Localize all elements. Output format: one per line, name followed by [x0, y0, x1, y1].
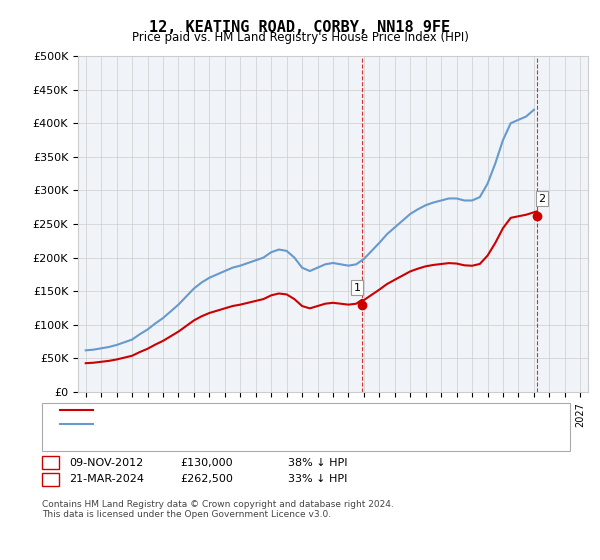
Text: 33% ↓ HPI: 33% ↓ HPI [288, 474, 347, 484]
Text: £130,000: £130,000 [180, 458, 233, 468]
Text: 09-NOV-2012: 09-NOV-2012 [69, 458, 143, 468]
Text: 1: 1 [353, 283, 361, 292]
Text: 38% ↓ HPI: 38% ↓ HPI [288, 458, 347, 468]
Text: Price paid vs. HM Land Registry's House Price Index (HPI): Price paid vs. HM Land Registry's House … [131, 31, 469, 44]
Text: 1: 1 [47, 458, 54, 468]
Text: £262,500: £262,500 [180, 474, 233, 484]
Text: 2: 2 [47, 474, 54, 484]
Text: 12, KEATING ROAD, CORBY, NN18 9FE (detached house): 12, KEATING ROAD, CORBY, NN18 9FE (detac… [96, 405, 389, 416]
Text: 12, KEATING ROAD, CORBY, NN18 9FE: 12, KEATING ROAD, CORBY, NN18 9FE [149, 20, 451, 35]
Text: 21-MAR-2024: 21-MAR-2024 [69, 474, 144, 484]
Text: HPI: Average price, detached house, North Northamptonshire: HPI: Average price, detached house, Nort… [96, 419, 416, 430]
Text: 2: 2 [538, 194, 545, 203]
Text: Contains HM Land Registry data © Crown copyright and database right 2024.
This d: Contains HM Land Registry data © Crown c… [42, 500, 394, 519]
